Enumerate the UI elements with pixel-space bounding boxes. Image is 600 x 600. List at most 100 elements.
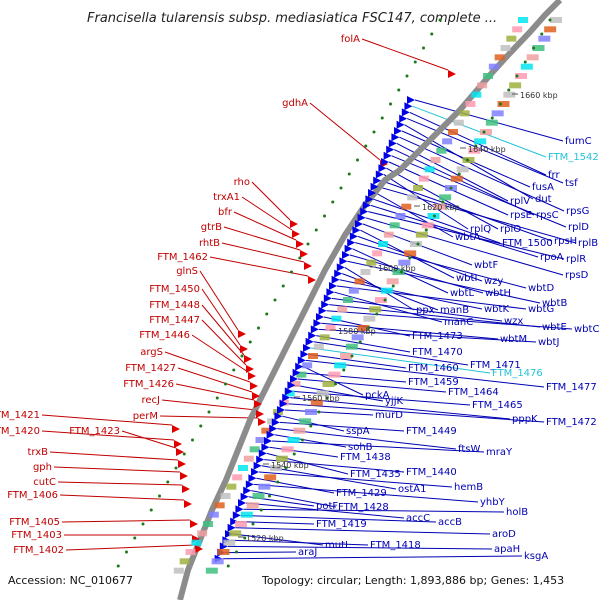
gene-arrow-recj[interactable] (256, 410, 264, 418)
gene-label-wbth[interactable]: wbtH (485, 288, 511, 299)
gene-label-rpsd[interactable]: rpsD (565, 270, 589, 281)
gene-arrow-wbtg[interactable] (329, 282, 337, 290)
gene-arrow-rplr[interactable] (360, 207, 369, 216)
gene-label-ftm-1440[interactable]: FTM_1440 (406, 467, 457, 478)
gene-label-rpse[interactable]: rpsE (510, 210, 532, 221)
gene-label-accc[interactable]: accC (406, 513, 430, 524)
gene-arrow-ftm-1477[interactable] (297, 356, 306, 365)
gene-label-wbtl[interactable]: wbtL (450, 288, 474, 299)
gene-arrow-args[interactable] (250, 382, 258, 390)
gene-label-bfr[interactable]: bfr (218, 207, 233, 218)
gene-label-glns[interactable]: glnS (176, 266, 198, 277)
gene-label-wbta[interactable]: wbtA (455, 232, 480, 243)
gene-label-osta1[interactable]: ostA1 (398, 484, 426, 495)
gene-label-manc[interactable]: manC (444, 317, 473, 328)
gene-arrow-gtrb[interactable] (300, 250, 308, 258)
gene-arrow-fusa[interactable] (394, 127, 402, 135)
gene-arrow-pppk[interactable] (282, 393, 291, 402)
gene-arrow-ftm-1438[interactable] (261, 443, 270, 452)
gene-label-ftm-1459[interactable]: FTM_1459 (408, 377, 459, 388)
gene-label-wbtg[interactable]: wbtG (528, 304, 554, 315)
gene-label-mutl[interactable]: mutL (325, 540, 351, 551)
gene-arrow-ftm-1470[interactable] (308, 331, 317, 340)
gene-label-yjjk[interactable]: yjjK (385, 396, 403, 407)
gene-label-perm[interactable]: perM (133, 411, 158, 422)
gene-arrow-arod[interactable] (227, 523, 236, 532)
gene-arrow-dut[interactable] (396, 120, 405, 129)
gene-arrow-murd[interactable] (277, 406, 285, 414)
gene-label-tsf[interactable]: tsf (565, 178, 578, 189)
gene-label-pppk[interactable]: pppK (512, 414, 538, 425)
gene-arrow-ftm-1435[interactable] (258, 449, 267, 458)
gene-arrow-wzx[interactable] (323, 294, 332, 303)
gene-label-rpsh[interactable]: rpsH (554, 236, 577, 247)
gene-label-mray[interactable]: mraY (486, 447, 513, 458)
gene-label-fusa[interactable]: fusA (532, 182, 554, 193)
gene-arrow-potf[interactable] (240, 492, 249, 501)
gene-label-rplr[interactable]: rplR (566, 254, 586, 265)
gene-label-wbtf[interactable]: wbtF (474, 260, 498, 271)
gene-label-wbtd[interactable]: wbtD (528, 283, 554, 294)
gene-label-wbtj[interactable]: wbtJ (538, 337, 559, 348)
gene-label-apah[interactable]: apaH (494, 544, 520, 555)
gene-label-arod[interactable]: aroD (492, 529, 516, 540)
gene-arrow-ftm-1460[interactable] (300, 350, 309, 359)
gene-label-ftm-1465[interactable]: FTM_1465 (472, 400, 523, 411)
gene-arrow-manc[interactable] (326, 288, 335, 297)
gene-arrow-glns[interactable] (238, 330, 246, 338)
gene-arrow-rpse[interactable] (381, 158, 389, 166)
gene-label-rpsc[interactable]: rpsC (536, 210, 559, 221)
gene-arrow-pcka[interactable] (295, 362, 304, 371)
gene-label-wbtm[interactable]: wbtM (500, 334, 527, 345)
gene-label-rpld[interactable]: rplD (568, 222, 589, 233)
gene-arrow-ftm-1464[interactable] (290, 375, 298, 383)
gene-arrow-mutl[interactable] (225, 530, 233, 538)
gene-arrow-ftm-1419[interactable] (230, 517, 239, 526)
gene-arrow-wbtj[interactable] (310, 325, 319, 334)
gene-label-ftsw[interactable]: ftsW (458, 444, 480, 455)
gene-label-ftm-1427[interactable]: FTM_1427 (125, 363, 176, 374)
gene-label-ftm-1447[interactable]: FTM_1447 (149, 315, 200, 326)
gene-label-ftm-1542[interactable]: FTM_1542 (548, 152, 599, 163)
gene-label-ftm-1419[interactable]: FTM_1419 (316, 519, 367, 530)
gene-arrow-ftm-1429[interactable] (248, 474, 257, 483)
gene-arrow-wbtd[interactable] (347, 238, 356, 247)
gene-arrow-ftm-1500[interactable] (365, 195, 374, 204)
gene-label-ftm-1470[interactable]: FTM_1470 (412, 347, 463, 358)
gene-arrow-rplb[interactable] (370, 182, 379, 191)
gene-arrow-hemb[interactable] (251, 468, 259, 476)
gene-label-ftm-1472[interactable]: FTM_1472 (546, 417, 597, 428)
gene-arrow-wbtf[interactable] (355, 220, 363, 228)
gene-label-ftm-1464[interactable]: FTM_1464 (448, 387, 499, 398)
gene-arrow-ftm-1465[interactable] (284, 387, 293, 396)
gene-arrow-ftm-1420[interactable] (174, 440, 182, 448)
gene-arrow-cutc[interactable] (182, 485, 190, 493)
gene-label-ftm-1477[interactable]: FTM_1477 (546, 382, 597, 393)
gene-label-wbtc[interactable]: wbtC (574, 324, 599, 335)
gene-label-ftm-1405[interactable]: FTM_1405 (9, 517, 60, 528)
gene-label-sspa[interactable]: sspA (346, 426, 370, 437)
gene-arrow-ftm-1471[interactable] (305, 337, 314, 346)
gene-arrow-ftm-1447[interactable] (246, 365, 254, 373)
gene-label-gph[interactable]: gph (33, 462, 52, 473)
gene-arrow-ftm-1421[interactable] (172, 425, 180, 433)
gene-arrow-ftm-1405[interactable] (190, 520, 198, 528)
gene-label-araj[interactable]: araJ (298, 547, 317, 558)
gene-label-fola[interactable]: folA (341, 34, 360, 45)
gene-label-rplq[interactable]: rplQ (470, 224, 491, 235)
gene-arrow-ftm-1448[interactable] (244, 355, 252, 363)
gene-arrow-rpsd[interactable] (357, 213, 366, 222)
gene-arrow-ftm-1473[interactable] (316, 313, 324, 321)
gene-arrow-ftsw[interactable] (269, 424, 278, 433)
gene-arrow-ftm-1450[interactable] (240, 345, 248, 353)
gene-label-wbti[interactable]: wbtI (456, 273, 477, 284)
gene-label-ftm-1402[interactable]: FTM_1402 (13, 545, 64, 556)
gene-arrow-wbtm[interactable] (313, 319, 322, 328)
gene-arrow-wbti[interactable] (352, 226, 361, 235)
gene-label-gtrb[interactable]: gtrB (201, 222, 222, 233)
gene-label-ftm-1418[interactable]: FTM_1418 (370, 540, 421, 551)
gene-label-rplb[interactable]: rplB (578, 238, 598, 249)
gene-arrow-accc[interactable] (238, 499, 246, 507)
gene-label-ftm-1429[interactable]: FTM_1429 (336, 488, 387, 499)
gene-arrow-ftm-1423[interactable] (176, 448, 184, 456)
